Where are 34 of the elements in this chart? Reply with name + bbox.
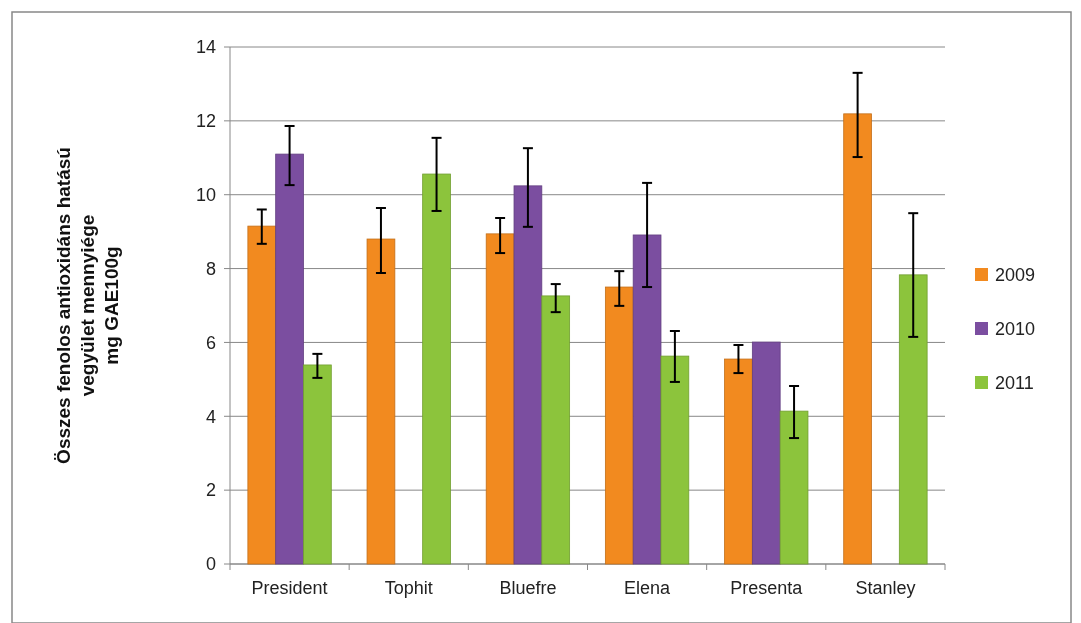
bar	[541, 295, 571, 565]
legend-label: 2009	[995, 265, 1036, 286]
legend-label: 2011	[995, 373, 1034, 394]
y-tick-label: 10	[195, 185, 216, 206]
y-tick-label: 8	[205, 258, 216, 279]
bar	[632, 234, 662, 565]
bar	[660, 355, 690, 565]
x-tick-label: Bluefre	[499, 578, 557, 598]
bar	[366, 238, 396, 565]
bar	[779, 410, 809, 565]
y-tick-label: 14	[195, 37, 216, 58]
y-tick-label: 0	[205, 554, 216, 575]
bar	[724, 358, 753, 565]
bar	[843, 113, 872, 565]
x-tick-label: Elena	[624, 578, 672, 598]
bar	[247, 225, 277, 565]
y-tick-label: 12	[195, 111, 216, 132]
y-axis-title: Összes fenolos antioxidáns hatású vegyület mennyiége mg GAE100g	[53, 147, 122, 464]
y-tick-label: 4	[205, 406, 216, 427]
bar	[275, 153, 304, 565]
bar	[898, 274, 928, 565]
bar	[485, 233, 515, 565]
x-tick-label: Tophit	[384, 578, 433, 598]
x-tick-label: Presenta	[730, 578, 804, 598]
x-tick-label: Stanley	[855, 578, 916, 598]
bar	[422, 173, 451, 565]
y-tick-label: 6	[205, 332, 216, 353]
bar	[303, 364, 332, 565]
y-tick-label: 2	[205, 480, 216, 501]
bar	[751, 341, 781, 565]
legend-label: 2010	[995, 319, 1036, 340]
bar	[604, 286, 634, 565]
x-tick-label: President	[251, 578, 328, 598]
bar	[513, 185, 543, 565]
